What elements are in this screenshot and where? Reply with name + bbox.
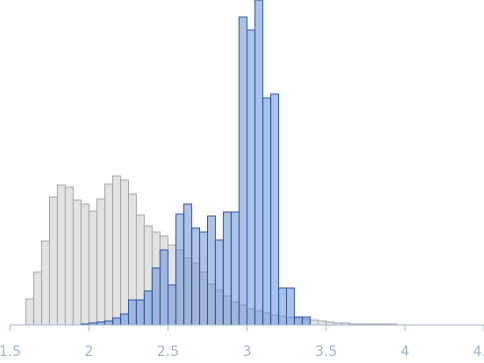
histogram-bar <box>33 271 43 326</box>
histogram-bar <box>112 317 122 326</box>
histogram-bar <box>56 184 66 326</box>
histogram-bar <box>104 183 114 326</box>
histogram-bar <box>222 211 232 326</box>
histogram-bar <box>191 227 201 326</box>
histogram-bar <box>230 211 240 326</box>
histogram-bar <box>246 29 256 326</box>
histogram-bar <box>25 298 35 326</box>
histogram-bar <box>151 267 161 326</box>
histogram-bar <box>167 284 177 326</box>
histogram-bar <box>286 287 295 326</box>
histogram-bar <box>175 213 185 326</box>
histogram-bar <box>41 240 50 326</box>
histogram-bar <box>159 249 169 326</box>
histogram-bar <box>262 97 272 326</box>
histogram-bar <box>278 287 288 326</box>
histogram-bar <box>199 231 209 326</box>
histogram-bar <box>254 0 264 326</box>
x-tick-label: 3.5 <box>315 344 337 360</box>
histogram-bar <box>238 16 248 326</box>
histogram-bar <box>214 239 224 326</box>
histogram-bar <box>112 175 122 326</box>
histogram-bar <box>49 196 58 326</box>
histogram-bar <box>80 203 90 326</box>
histogram-bar <box>301 316 311 326</box>
x-tick-label: 3 <box>243 344 252 360</box>
histogram-bar <box>104 320 114 326</box>
histogram-bar <box>207 215 216 326</box>
x-tick-label: 4 <box>401 344 410 360</box>
x-tick-label: 2 <box>85 344 94 360</box>
histogram-bar <box>88 210 98 326</box>
histogram-bar <box>317 320 327 326</box>
histogram-bar <box>72 199 82 326</box>
histogram-bar <box>293 316 303 326</box>
histogram-bar <box>270 93 280 326</box>
histogram-bar <box>120 313 129 326</box>
histogram-bar <box>96 198 106 326</box>
histogram-bar <box>120 179 129 326</box>
x-tick-label: 4.5 <box>473 344 484 360</box>
histogram-bar <box>128 299 137 326</box>
x-tick-label: 2.5 <box>157 344 179 360</box>
x-tick-label: 1.5 <box>0 344 21 360</box>
histogram-bar <box>135 299 145 326</box>
histogram-bar <box>309 319 319 326</box>
histogram-bar <box>64 186 74 326</box>
histogram-bar <box>183 203 193 326</box>
histogram-bar <box>143 290 153 326</box>
